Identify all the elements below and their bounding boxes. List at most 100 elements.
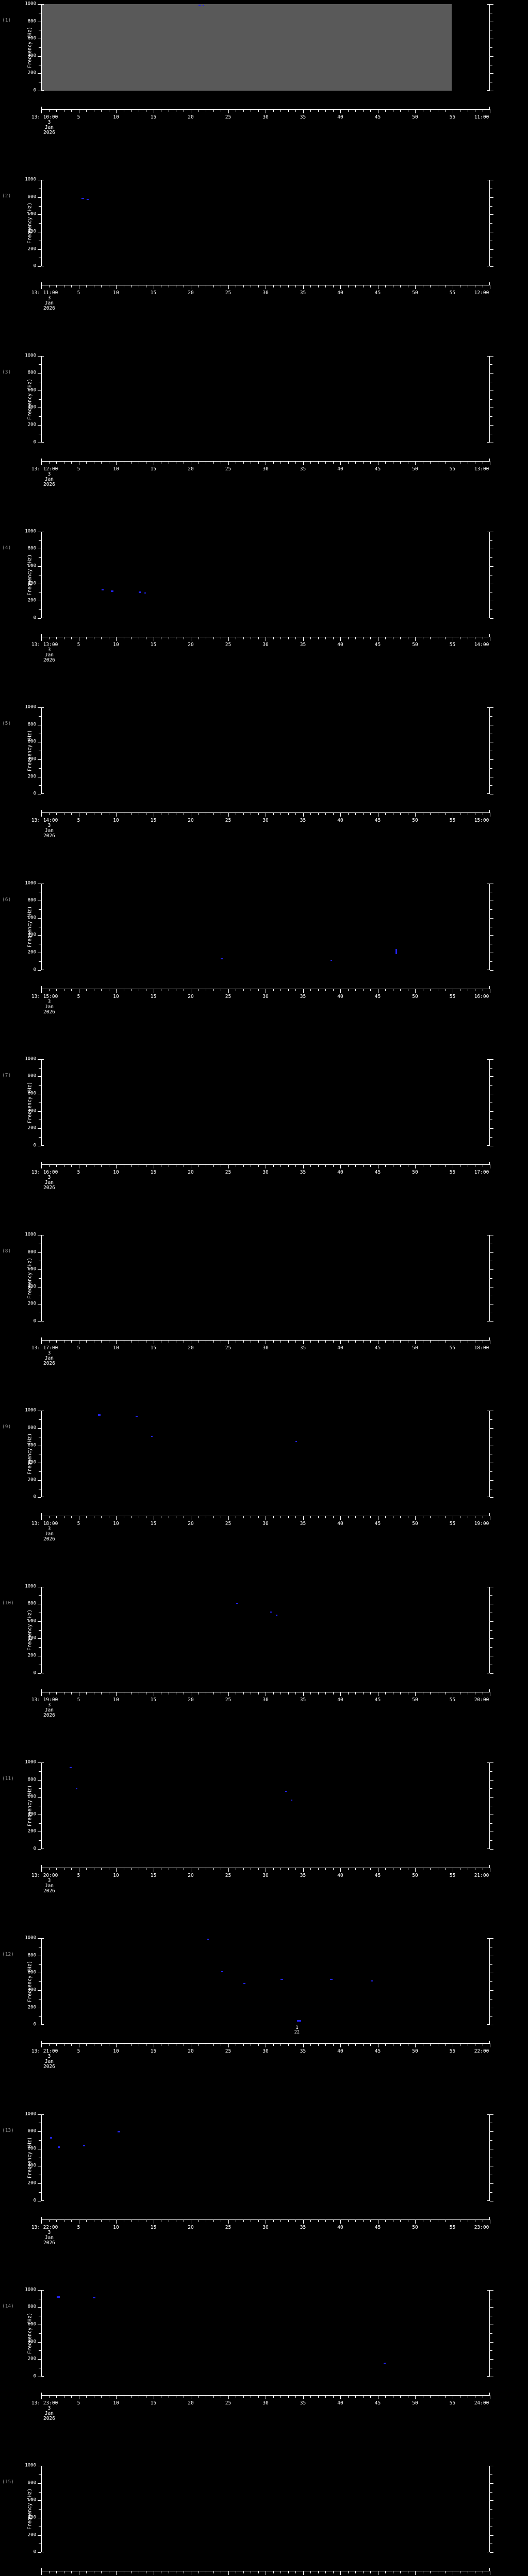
plot-area	[41, 531, 490, 618]
x-axis-line	[41, 2216, 490, 2224]
date-stamp-day: 3	[47, 998, 51, 1005]
y-tick-major	[38, 2307, 41, 2308]
x-tick-label: 45	[374, 1873, 381, 1878]
data-mark	[285, 1791, 287, 1792]
x-tick-label: 25	[225, 1521, 232, 1527]
x-tick-major	[340, 1691, 341, 1696]
y-axis-line-right	[489, 1235, 490, 1322]
y-tick-label: 1000	[25, 177, 36, 182]
x-axis-line	[41, 1337, 490, 1345]
x-axis-end-label: 20:00	[474, 1697, 489, 1703]
x-tick-minor	[385, 1691, 386, 1694]
x-tick-label: 35	[300, 1697, 306, 1703]
x-tick-minor	[430, 2571, 431, 2574]
x-tick-minor	[445, 461, 446, 464]
x-tick-minor	[333, 2219, 334, 2222]
y-axis-title: Frequency (Hz)	[27, 1609, 33, 1651]
x-tick-label: 15	[150, 2400, 157, 2406]
y-tick-label: 400	[27, 2515, 36, 2520]
y-tick-label: 600	[27, 915, 36, 921]
x-tick-major	[340, 109, 341, 113]
x-tick-label: 50	[412, 641, 418, 648]
x-tick-minor	[213, 2219, 214, 2222]
x-tick-minor	[280, 812, 281, 816]
data-mark	[236, 1603, 239, 1604]
x-tick-label: 20	[188, 466, 194, 472]
x-tick-major	[116, 1691, 117, 1696]
x-tick-major	[340, 285, 341, 290]
x-tick-minor	[385, 988, 386, 991]
y-tick-label: 1000	[25, 1, 36, 7]
y-tick-major-right	[490, 4, 493, 5]
x-tick-major	[303, 285, 304, 290]
x-tick-minor	[385, 1516, 386, 1519]
y-axis-cap	[41, 1059, 44, 1060]
x-tick-minor	[385, 1164, 386, 1167]
date-stamp: 3 Jan 2026	[43, 823, 55, 839]
panel-index-label: (10)	[2, 1600, 14, 1606]
data-mark	[276, 1614, 278, 1616]
date-stamp: 3 Jan 2026	[43, 471, 55, 487]
x-tick-minor	[318, 109, 319, 112]
data-cluster-annotation: 1 22	[294, 2026, 300, 2035]
x-tick-label: 25	[225, 1169, 232, 1175]
x-axis-end-label: 11:00	[474, 114, 489, 120]
x-tick-minor	[101, 2395, 102, 2398]
y-tick-major	[38, 970, 41, 971]
x-tick-minor	[325, 109, 326, 112]
y-tick-minor-right	[490, 2333, 492, 2334]
x-tick-minor	[430, 1340, 431, 1343]
x-tick-label: 50	[412, 290, 418, 296]
x-tick-minor	[243, 1164, 244, 1167]
x-tick-minor	[295, 1868, 296, 1870]
y-tick-major-right	[490, 1059, 493, 1060]
y-tick-label: 800	[27, 1425, 36, 1431]
x-tick-minor	[56, 988, 57, 991]
x-tick-minor	[258, 1164, 259, 1167]
y-axis-line-right	[489, 180, 490, 267]
x-tick-major	[41, 1868, 42, 1872]
plot-box: 1000 800 600 400 200 0 Frequency (Hz) (8)	[2, 1232, 493, 1324]
x-tick-minor	[48, 988, 50, 991]
x-tick-minor	[400, 988, 401, 991]
y-axis-cap	[41, 1145, 44, 1146]
x-axis-cap-right	[489, 107, 490, 110]
date-stamp-year: 2026	[43, 1009, 55, 1015]
x-tick-label: 35	[300, 2224, 306, 2230]
x-tick-minor	[56, 1340, 57, 1343]
x-tick-minor	[288, 1340, 289, 1343]
y-tick-minor	[39, 540, 41, 541]
y-tick-minor	[39, 1471, 41, 1472]
date-stamp-year: 2026	[43, 2415, 55, 2421]
x-tick-minor	[325, 1164, 326, 1167]
y-tick-major-right	[490, 2342, 493, 2343]
x-tick-label: 40	[337, 818, 343, 824]
x-tick-label: 40	[337, 641, 343, 648]
x-tick-minor	[445, 1164, 446, 1167]
x-tick-label: 20	[188, 1521, 194, 1527]
x-tick-label: 20	[188, 818, 194, 824]
x-tick-minor	[295, 461, 296, 464]
data-mark	[98, 1414, 101, 1416]
x-tick-label: 35	[300, 818, 306, 824]
x-tick-minor	[400, 1516, 401, 1519]
x-tick-minor	[56, 285, 57, 288]
x-tick-minor	[370, 1868, 371, 1870]
plot-box: 1000 800 600 400 200 0 Frequency (Hz) (11)	[2, 1760, 493, 1851]
date-stamp-year: 2026	[43, 2064, 55, 2070]
panel-14: 1000 800 600 400 200 0 Frequency (Hz) (14) 13: 23…	[0, 2286, 528, 2462]
x-tick-minor	[355, 1164, 356, 1167]
y-tick-major	[38, 918, 41, 919]
x-tick-major	[303, 812, 304, 817]
y-axis-cap	[41, 442, 44, 443]
data-mark	[295, 1440, 297, 1442]
x-tick-minor	[243, 1868, 244, 1870]
x-tick-major	[228, 2043, 229, 2048]
x-tick-minor	[243, 812, 244, 816]
plot-box: 1000 800 600 400 200 0 Frequency (Hz) (14)	[2, 2287, 493, 2379]
x-axis-line	[41, 2041, 490, 2048]
x-tick-minor	[71, 285, 72, 288]
y-tick-label: 0	[33, 439, 36, 445]
y-tick-major-right	[490, 618, 493, 619]
date-stamp-day: 3	[47, 1174, 51, 1180]
